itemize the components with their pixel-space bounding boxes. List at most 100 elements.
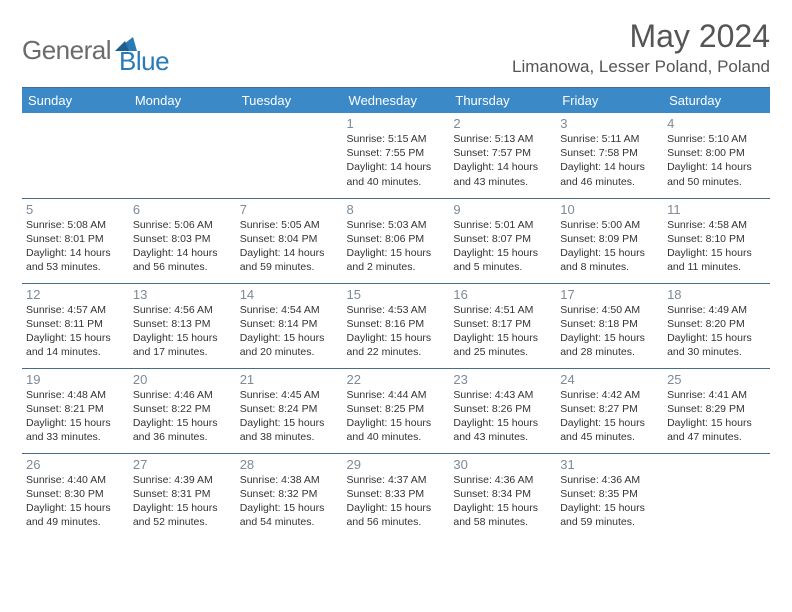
day-info: Sunrise: 4:36 AMSunset: 8:34 PMDaylight:… <box>453 473 552 530</box>
logo-text-blue: Blue <box>119 46 169 77</box>
calendar-day-cell: 8Sunrise: 5:03 AMSunset: 8:06 PMDaylight… <box>343 198 450 283</box>
day-info: Sunrise: 4:58 AMSunset: 8:10 PMDaylight:… <box>667 218 766 275</box>
day-number: 3 <box>560 116 659 131</box>
day-number: 4 <box>667 116 766 131</box>
day-info: Sunrise: 5:06 AMSunset: 8:03 PMDaylight:… <box>133 218 232 275</box>
calendar-day-cell: 29Sunrise: 4:37 AMSunset: 8:33 PMDayligh… <box>343 453 450 538</box>
day-number: 12 <box>26 287 125 302</box>
calendar-day-cell: 30Sunrise: 4:36 AMSunset: 8:34 PMDayligh… <box>449 453 556 538</box>
day-info: Sunrise: 4:45 AMSunset: 8:24 PMDaylight:… <box>240 388 339 445</box>
col-friday: Friday <box>556 88 663 114</box>
location-subtitle: Limanowa, Lesser Poland, Poland <box>512 57 770 77</box>
day-info: Sunrise: 4:48 AMSunset: 8:21 PMDaylight:… <box>26 388 125 445</box>
calendar-day-cell: 31Sunrise: 4:36 AMSunset: 8:35 PMDayligh… <box>556 453 663 538</box>
day-number: 10 <box>560 202 659 217</box>
calendar-day-cell: 6Sunrise: 5:06 AMSunset: 8:03 PMDaylight… <box>129 198 236 283</box>
calendar-day-cell <box>129 113 236 198</box>
day-info: Sunrise: 4:42 AMSunset: 8:27 PMDaylight:… <box>560 388 659 445</box>
day-number: 18 <box>667 287 766 302</box>
day-info: Sunrise: 5:01 AMSunset: 8:07 PMDaylight:… <box>453 218 552 275</box>
day-number: 19 <box>26 372 125 387</box>
day-info: Sunrise: 4:36 AMSunset: 8:35 PMDaylight:… <box>560 473 659 530</box>
calendar-day-cell <box>22 113 129 198</box>
day-number: 24 <box>560 372 659 387</box>
day-info: Sunrise: 5:08 AMSunset: 8:01 PMDaylight:… <box>26 218 125 275</box>
day-info: Sunrise: 5:05 AMSunset: 8:04 PMDaylight:… <box>240 218 339 275</box>
day-info: Sunrise: 4:56 AMSunset: 8:13 PMDaylight:… <box>133 303 232 360</box>
day-info: Sunrise: 4:46 AMSunset: 8:22 PMDaylight:… <box>133 388 232 445</box>
day-info: Sunrise: 4:49 AMSunset: 8:20 PMDaylight:… <box>667 303 766 360</box>
day-number: 22 <box>347 372 446 387</box>
day-number: 21 <box>240 372 339 387</box>
day-number: 16 <box>453 287 552 302</box>
day-info: Sunrise: 5:03 AMSunset: 8:06 PMDaylight:… <box>347 218 446 275</box>
day-number: 6 <box>133 202 232 217</box>
calendar-day-cell: 3Sunrise: 5:11 AMSunset: 7:58 PMDaylight… <box>556 113 663 198</box>
calendar-day-cell: 15Sunrise: 4:53 AMSunset: 8:16 PMDayligh… <box>343 283 450 368</box>
day-info: Sunrise: 4:39 AMSunset: 8:31 PMDaylight:… <box>133 473 232 530</box>
calendar-day-cell: 21Sunrise: 4:45 AMSunset: 8:24 PMDayligh… <box>236 368 343 453</box>
day-number: 17 <box>560 287 659 302</box>
day-info: Sunrise: 5:13 AMSunset: 7:57 PMDaylight:… <box>453 132 552 189</box>
calendar-day-cell: 22Sunrise: 4:44 AMSunset: 8:25 PMDayligh… <box>343 368 450 453</box>
calendar-week-row: 26Sunrise: 4:40 AMSunset: 8:30 PMDayligh… <box>22 453 770 538</box>
calendar-day-cell: 12Sunrise: 4:57 AMSunset: 8:11 PMDayligh… <box>22 283 129 368</box>
day-number: 23 <box>453 372 552 387</box>
day-info: Sunrise: 4:50 AMSunset: 8:18 PMDaylight:… <box>560 303 659 360</box>
day-info: Sunrise: 4:38 AMSunset: 8:32 PMDaylight:… <box>240 473 339 530</box>
calendar-day-cell: 17Sunrise: 4:50 AMSunset: 8:18 PMDayligh… <box>556 283 663 368</box>
day-number: 25 <box>667 372 766 387</box>
calendar-day-cell: 18Sunrise: 4:49 AMSunset: 8:20 PMDayligh… <box>663 283 770 368</box>
day-number: 27 <box>133 457 232 472</box>
day-number: 31 <box>560 457 659 472</box>
col-tuesday: Tuesday <box>236 88 343 114</box>
day-info: Sunrise: 5:00 AMSunset: 8:09 PMDaylight:… <box>560 218 659 275</box>
day-info: Sunrise: 5:11 AMSunset: 7:58 PMDaylight:… <box>560 132 659 189</box>
calendar-body: 1Sunrise: 5:15 AMSunset: 7:55 PMDaylight… <box>22 113 770 538</box>
calendar-week-row: 1Sunrise: 5:15 AMSunset: 7:55 PMDaylight… <box>22 113 770 198</box>
logo: General Blue <box>22 18 169 77</box>
calendar-day-cell <box>663 453 770 538</box>
day-number: 9 <box>453 202 552 217</box>
col-wednesday: Wednesday <box>343 88 450 114</box>
calendar-day-cell <box>236 113 343 198</box>
day-number: 28 <box>240 457 339 472</box>
day-info: Sunrise: 4:44 AMSunset: 8:25 PMDaylight:… <box>347 388 446 445</box>
day-number: 5 <box>26 202 125 217</box>
calendar-week-row: 19Sunrise: 4:48 AMSunset: 8:21 PMDayligh… <box>22 368 770 453</box>
calendar-day-cell: 28Sunrise: 4:38 AMSunset: 8:32 PMDayligh… <box>236 453 343 538</box>
calendar-day-cell: 27Sunrise: 4:39 AMSunset: 8:31 PMDayligh… <box>129 453 236 538</box>
calendar-day-cell: 16Sunrise: 4:51 AMSunset: 8:17 PMDayligh… <box>449 283 556 368</box>
day-info: Sunrise: 4:51 AMSunset: 8:17 PMDaylight:… <box>453 303 552 360</box>
calendar-header-row: Sunday Monday Tuesday Wednesday Thursday… <box>22 88 770 114</box>
day-number: 7 <box>240 202 339 217</box>
day-number: 15 <box>347 287 446 302</box>
day-number: 8 <box>347 202 446 217</box>
col-saturday: Saturday <box>663 88 770 114</box>
calendar-day-cell: 4Sunrise: 5:10 AMSunset: 8:00 PMDaylight… <box>663 113 770 198</box>
day-info: Sunrise: 4:40 AMSunset: 8:30 PMDaylight:… <box>26 473 125 530</box>
calendar-day-cell: 9Sunrise: 5:01 AMSunset: 8:07 PMDaylight… <box>449 198 556 283</box>
day-number: 2 <box>453 116 552 131</box>
day-number: 1 <box>347 116 446 131</box>
calendar-day-cell: 14Sunrise: 4:54 AMSunset: 8:14 PMDayligh… <box>236 283 343 368</box>
day-number: 14 <box>240 287 339 302</box>
calendar-day-cell: 1Sunrise: 5:15 AMSunset: 7:55 PMDaylight… <box>343 113 450 198</box>
col-sunday: Sunday <box>22 88 129 114</box>
calendar-day-cell: 24Sunrise: 4:42 AMSunset: 8:27 PMDayligh… <box>556 368 663 453</box>
calendar-day-cell: 13Sunrise: 4:56 AMSunset: 8:13 PMDayligh… <box>129 283 236 368</box>
col-thursday: Thursday <box>449 88 556 114</box>
day-number: 30 <box>453 457 552 472</box>
calendar-day-cell: 26Sunrise: 4:40 AMSunset: 8:30 PMDayligh… <box>22 453 129 538</box>
day-info: Sunrise: 4:41 AMSunset: 8:29 PMDaylight:… <box>667 388 766 445</box>
day-info: Sunrise: 4:53 AMSunset: 8:16 PMDaylight:… <box>347 303 446 360</box>
calendar-day-cell: 23Sunrise: 4:43 AMSunset: 8:26 PMDayligh… <box>449 368 556 453</box>
day-number: 26 <box>26 457 125 472</box>
calendar-table: Sunday Monday Tuesday Wednesday Thursday… <box>22 87 770 538</box>
calendar-week-row: 5Sunrise: 5:08 AMSunset: 8:01 PMDaylight… <box>22 198 770 283</box>
page-header: General Blue May 2024 Limanowa, Lesser P… <box>22 18 770 77</box>
month-year-title: May 2024 <box>512 18 770 55</box>
day-info: Sunrise: 5:10 AMSunset: 8:00 PMDaylight:… <box>667 132 766 189</box>
day-number: 11 <box>667 202 766 217</box>
calendar-day-cell: 7Sunrise: 5:05 AMSunset: 8:04 PMDaylight… <box>236 198 343 283</box>
